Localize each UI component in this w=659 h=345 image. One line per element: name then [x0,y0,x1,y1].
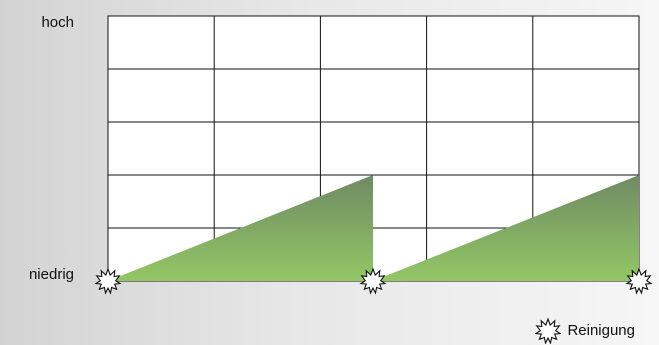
ramp-2 [373,175,639,281]
ramp-1 [108,175,373,281]
legend-label: Reinigung [567,322,635,339]
reset-marker-3 [625,267,653,295]
reset-marker-1 [94,267,122,295]
label-low: niedrig [28,266,74,283]
legend: Reinigung [535,318,635,344]
starburst-icon [535,318,562,344]
starburst-icon [94,267,122,295]
starburst-icon [359,267,387,295]
starburst-icon [625,267,653,295]
label-high: hoch [41,14,74,31]
reset-marker-2 [359,267,387,295]
